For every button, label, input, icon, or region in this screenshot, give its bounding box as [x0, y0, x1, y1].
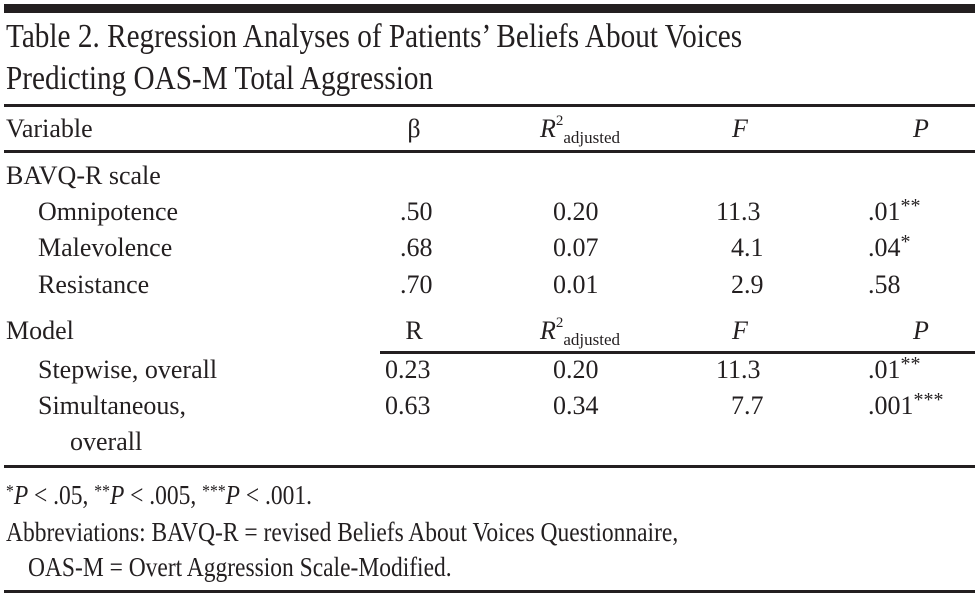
model-header-r2-adjusted: R2adjusted	[539, 315, 620, 349]
header-r2-superscript: 2	[555, 113, 564, 129]
model-header-r: R	[405, 316, 423, 345]
row-p: .01**	[868, 354, 921, 384]
title-rule	[4, 104, 975, 107]
row-name: Omnipotence	[38, 197, 179, 226]
row-r2: 0.01	[553, 270, 599, 299]
row-r2: 0.34	[553, 391, 599, 420]
row-p-value: .001	[868, 391, 914, 420]
row-r: 0.23	[385, 355, 431, 384]
model-header-p: P	[913, 316, 929, 345]
footnote-abbreviations-line1: Abbreviations: BAVQ-R = revised Beliefs …	[6, 517, 679, 547]
row-f: 11.3	[716, 197, 761, 226]
section-label-model: Model	[6, 316, 74, 345]
row-name: Stepwise, overall	[38, 355, 218, 384]
table-title-line1: Table 2. Regression Analyses of Patients…	[6, 18, 743, 55]
header-p: P	[913, 114, 929, 143]
row-p-stars: ***	[913, 389, 944, 411]
footnote-p: P	[109, 480, 125, 510]
row-r: 0.63	[385, 391, 431, 420]
row-p-value: .04	[868, 233, 901, 262]
row-r2: 0.07	[553, 233, 599, 262]
footnote-stars: ***	[202, 481, 226, 501]
footnote-text: < .001.	[240, 480, 312, 510]
table-title-line2: Predicting OAS-M Total Aggression	[6, 60, 434, 97]
row-p: .01**	[868, 196, 921, 226]
row-f: 11.3	[716, 355, 761, 384]
row-name: Malevolence	[38, 233, 173, 262]
row-f: 4.1	[731, 233, 764, 262]
section-label-bavq: BAVQ-R scale	[6, 161, 161, 190]
model-header-r2-superscript: 2	[555, 315, 564, 331]
model-header-r2-symbol: R	[539, 316, 556, 345]
model-header-r2-subscript: adjusted	[563, 330, 621, 349]
table-bottom-rule	[4, 465, 975, 468]
row-p-value: .58	[868, 270, 901, 299]
row-p-value: .01	[868, 355, 901, 384]
header-beta: β	[407, 114, 421, 143]
row-name-continued: overall	[70, 427, 143, 456]
row-p-stars: *	[900, 231, 911, 253]
row-beta: .70	[400, 270, 433, 299]
header-r2-adjusted: R2adjusted	[539, 113, 620, 147]
header-r2-symbol: R	[539, 114, 556, 143]
footnote-p: P	[225, 480, 241, 510]
row-name: Resistance	[38, 270, 150, 299]
row-beta: .68	[400, 233, 433, 262]
row-r2: 0.20	[553, 355, 599, 384]
footnote-stars: **	[94, 481, 110, 501]
footnote-text: < .05,	[28, 480, 95, 510]
header-variable: Variable	[6, 114, 93, 143]
row-beta: .50	[400, 197, 433, 226]
header-r2-subscript: adjusted	[563, 128, 621, 147]
footnote-stars: *	[6, 481, 14, 501]
footnote-text: < .005,	[124, 480, 203, 510]
row-name: Simultaneous,	[38, 391, 187, 420]
row-p-stars: **	[900, 195, 921, 217]
row-p: .58	[868, 272, 901, 298]
footnote-bottom-rule	[4, 590, 975, 593]
model-subheader-rule	[380, 351, 975, 354]
row-p-value: .01	[868, 197, 901, 226]
row-f: 7.7	[731, 391, 764, 420]
top-thick-rule	[4, 4, 975, 13]
row-r2: 0.20	[553, 197, 599, 226]
footnote-abbreviations-line2: OAS-M = Overt Aggression Scale-Modified.	[28, 552, 452, 582]
header-f: F	[732, 114, 748, 143]
row-p-stars: **	[900, 353, 921, 375]
footnote-p: P	[13, 480, 29, 510]
footnote-significance: *P < .05, **P < .005, ***P < .001.	[6, 482, 312, 509]
model-header-f: F	[732, 316, 748, 345]
row-p: .001***	[868, 390, 944, 420]
row-p: .04*	[868, 232, 911, 262]
header-rule	[4, 150, 975, 153]
row-f: 2.9	[731, 270, 764, 299]
